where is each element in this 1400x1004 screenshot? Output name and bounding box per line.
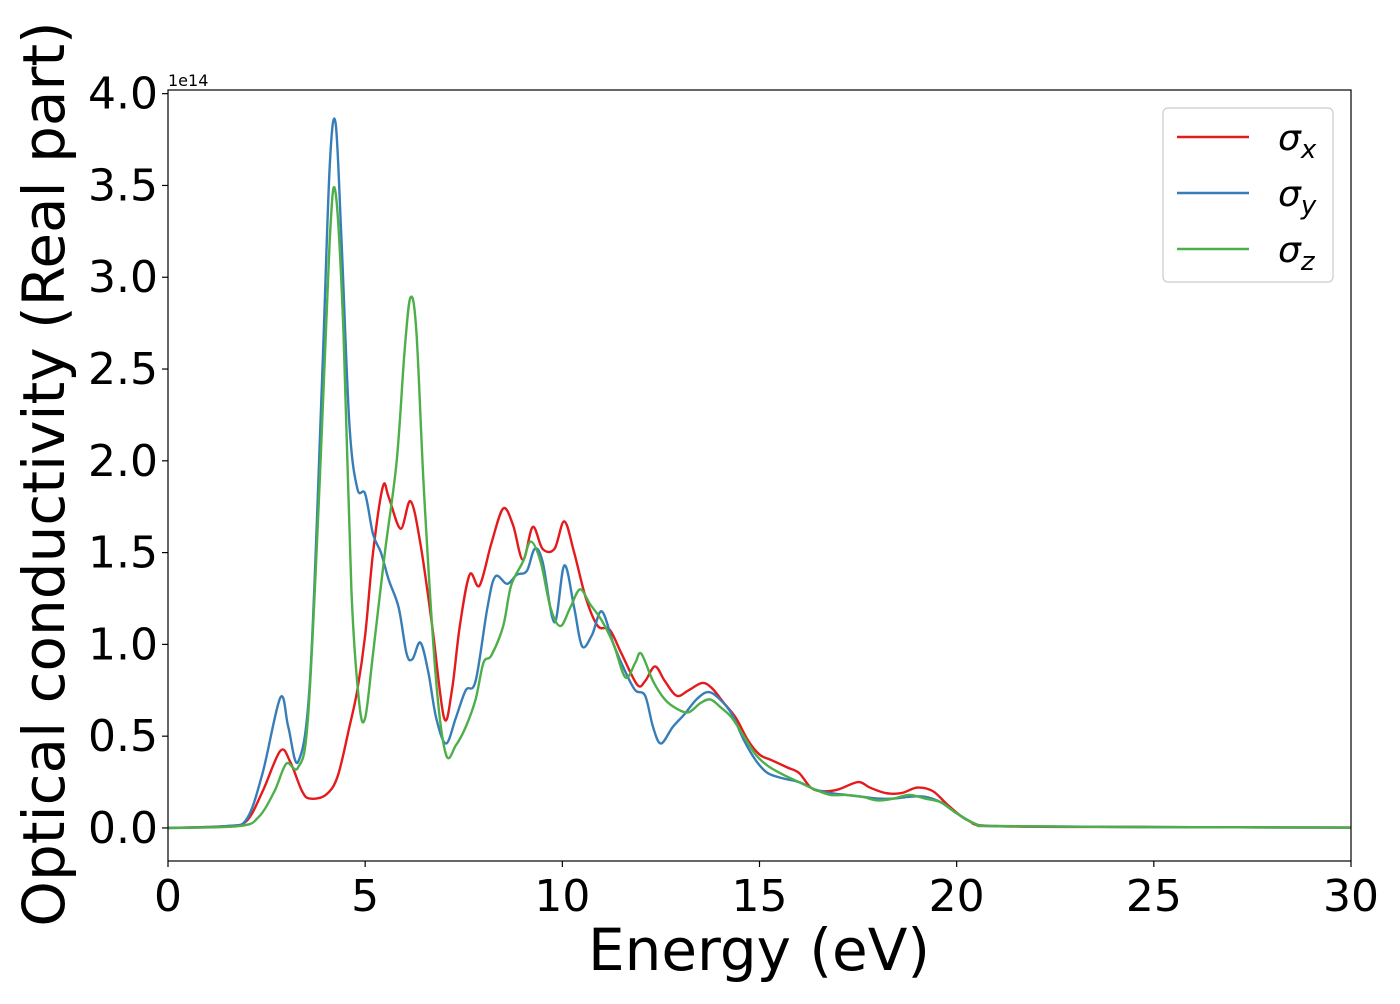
- y-tick-label: 0.5: [88, 711, 158, 762]
- y-axis-ticks: 0.0 0.5 1.0 1.5 2.0 2.5 3.0 3.5 4.0: [88, 69, 168, 854]
- x-axis-label: Energy (eV): [588, 916, 930, 984]
- y-tick-label: 2.0: [88, 436, 158, 487]
- x-tick-label: 5: [351, 871, 379, 922]
- x-tick-label: 15: [732, 871, 788, 922]
- legend-label-z: σz: [1278, 230, 1316, 277]
- axis-offset-label: 1e14: [168, 71, 208, 90]
- x-tick-label: 25: [1126, 871, 1182, 922]
- plot-lines: [167, 117, 1352, 830]
- y-tick-label: 3.5: [88, 160, 158, 211]
- legend: σx σy σz: [1162, 107, 1334, 283]
- x-tick-label: 10: [534, 871, 590, 922]
- x-tick-label: 30: [1323, 871, 1379, 922]
- legend-items: σx σy σz: [1177, 118, 1317, 277]
- series-line-z: [167, 185, 1352, 830]
- x-tick-label: 20: [929, 871, 985, 922]
- y-tick-label: 0.0: [88, 803, 158, 854]
- y-tick-label: 2.5: [88, 344, 158, 395]
- y-tick-label: 3.0: [88, 252, 158, 303]
- y-tick-label: 1.0: [88, 619, 158, 670]
- legend-label-x: σx: [1278, 118, 1317, 165]
- y-axis-label: Optical conductivity (Real part): [10, 21, 78, 926]
- legend-box: [1162, 107, 1334, 283]
- legend-label-y: σy: [1278, 174, 1317, 221]
- y-tick-label: 1.5: [88, 528, 158, 579]
- x-axis-ticks: 0 5 10 15 20 25 30: [154, 861, 1379, 922]
- series-line-x: [167, 482, 1352, 830]
- y-tick-label: 4.0: [88, 69, 158, 120]
- x-tick-label: 0: [154, 871, 182, 922]
